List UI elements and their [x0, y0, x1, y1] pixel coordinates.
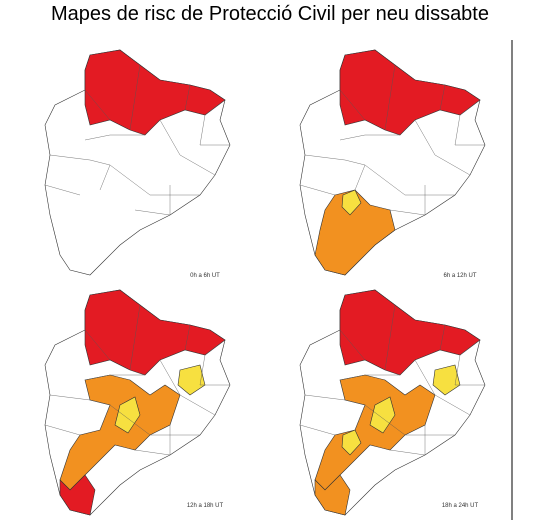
title: Mapes de risc de Protecció Civil per neu… [51, 3, 489, 25]
map-panel: 0h a 6h UT [44, 49, 231, 279]
map-panel: 12h a 18h UT [44, 289, 231, 516]
map-panel: 6h a 12h UT [299, 49, 486, 279]
panel-label: 18h a 24h UT [442, 503, 479, 509]
panel-label: 0h a 6h UT [190, 273, 220, 279]
panel-label: 12h a 18h UT [187, 503, 224, 509]
map-panel: 18h a 24h UT [299, 289, 486, 516]
panel-label: 6h a 12h UT [443, 273, 476, 279]
